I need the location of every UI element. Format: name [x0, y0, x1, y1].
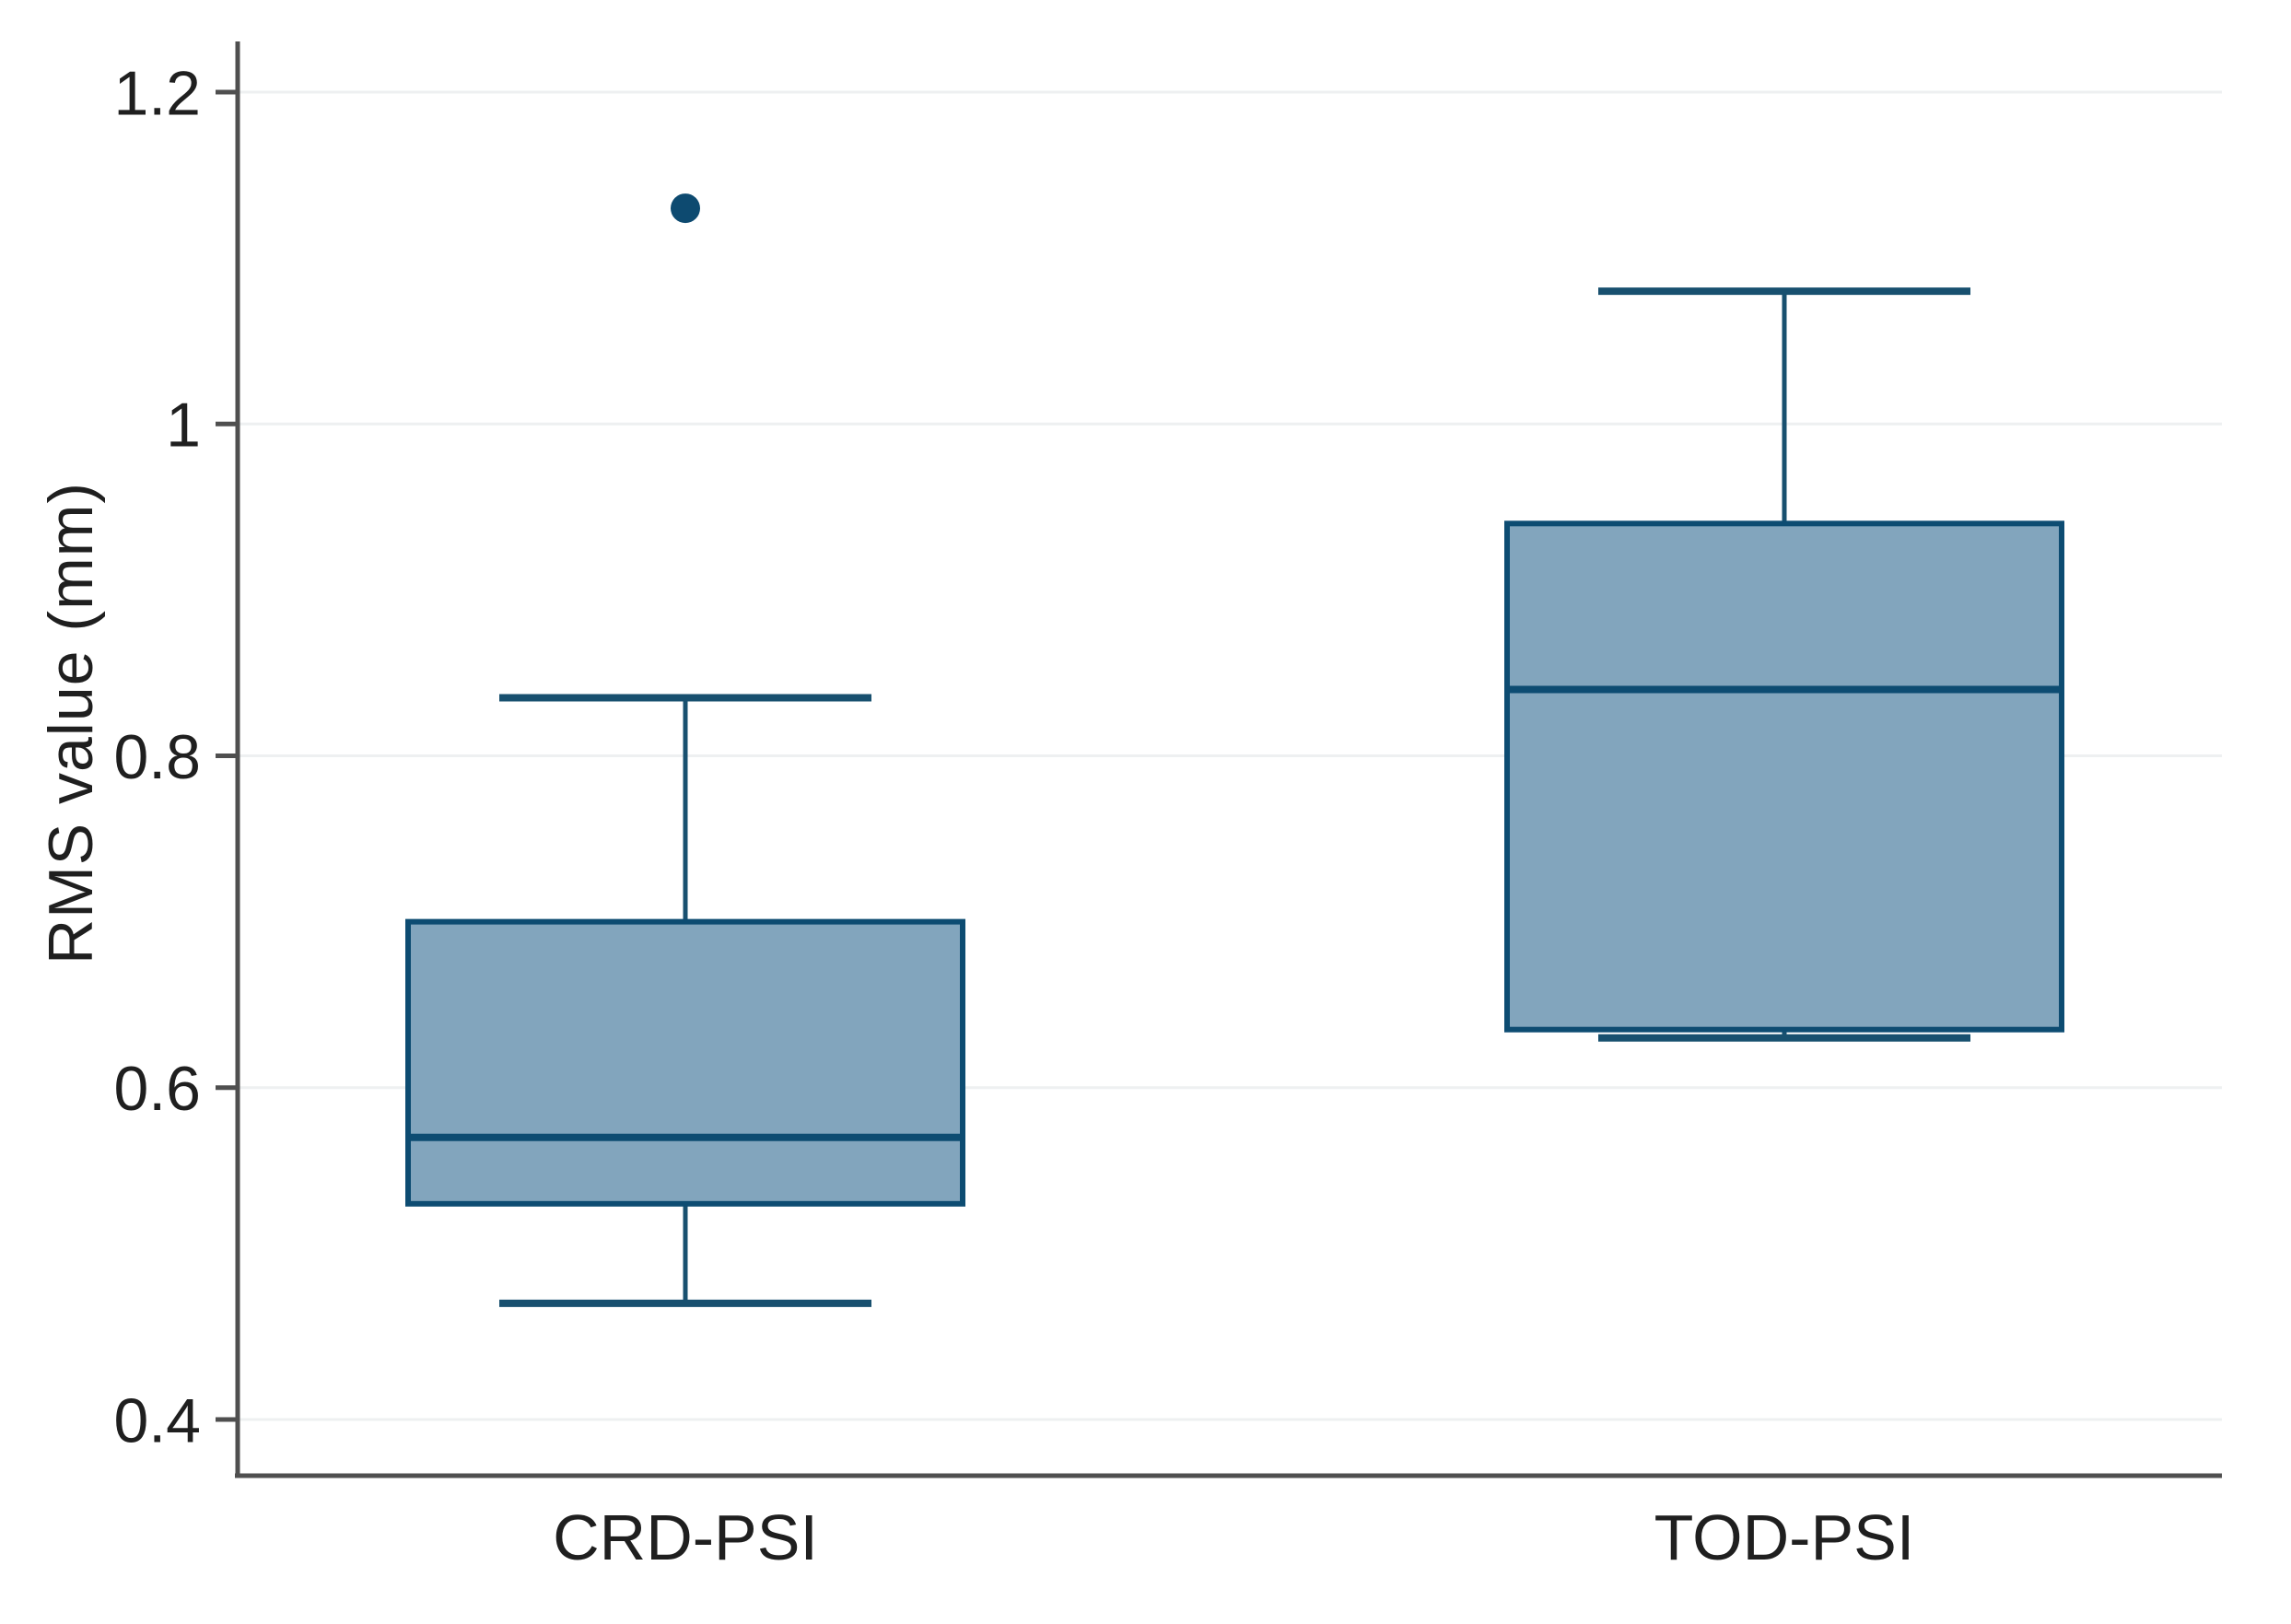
x-category-label-crd-psi: CRD-PSI [553, 1501, 818, 1573]
y-tick-label: 1 [166, 391, 201, 461]
y-tick-label: 1.2 [113, 58, 201, 128]
box-rect-tod-psi [1504, 520, 2064, 1033]
y-tick-label: 0.6 [113, 1054, 201, 1124]
box-rect-crd-psi [405, 918, 965, 1207]
y-tick-label: 0.8 [113, 722, 201, 792]
y-tick-label: 0.4 [113, 1385, 201, 1455]
outlier-point-crd-psi [671, 193, 700, 224]
y-axis-title: RMS value (mm) [36, 481, 106, 965]
x-category-label-tod-psi: TOD-PSI [1654, 1501, 1915, 1573]
